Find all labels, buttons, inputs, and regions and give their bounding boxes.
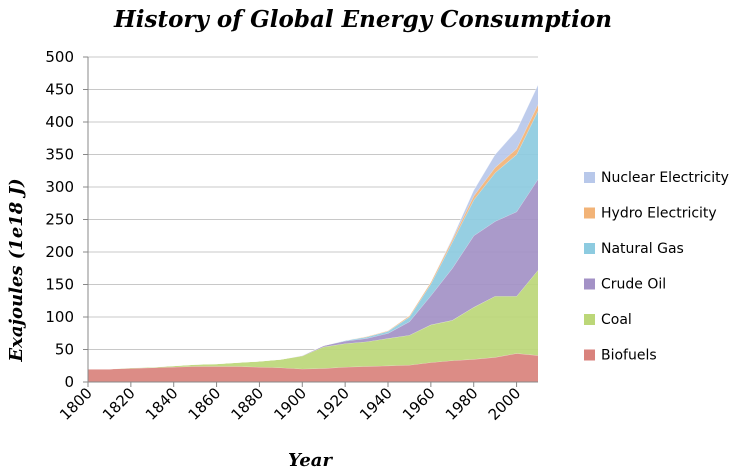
area-edge	[88, 84, 539, 370]
y-tick-label: 250	[45, 211, 74, 229]
legend-label: Nuclear Electricity	[601, 170, 729, 186]
y-tick-label: 100	[45, 308, 74, 326]
x-tick-label: 1840	[142, 384, 182, 424]
x-tick-label: 1860	[185, 384, 225, 424]
x-tick-label: 2000	[485, 384, 525, 424]
x-tick-label: 1900	[270, 384, 310, 424]
legend-label: Biofuels	[601, 348, 657, 364]
legend-item: Biofuels	[584, 348, 657, 364]
y-tick-labels: 0 50 100 150 200 250 300 350 400 450 500	[45, 48, 74, 391]
y-tick-label: 450	[45, 81, 74, 99]
legend-item: Hydro Electricity	[584, 206, 717, 222]
area-biofuels	[88, 353, 538, 382]
x-tick-labels: 1800 1820 1840 1860 1880 1900 1920 1940 1960 1980…	[56, 384, 524, 424]
stacked-areas	[88, 84, 539, 382]
y-tick-label: 350	[45, 146, 74, 164]
x-tick-label: 1920	[313, 384, 353, 424]
x-tick-label: 1800	[56, 384, 96, 424]
legend-swatch	[584, 207, 595, 219]
x-tick-label: 1820	[99, 384, 139, 424]
y-tick-label: 50	[55, 341, 74, 359]
legend-label: Coal	[601, 312, 632, 328]
axes	[83, 56, 538, 387]
legend-label: Natural Gas	[601, 241, 684, 257]
legend-label: Hydro Electricity	[601, 206, 717, 222]
legend-item: Coal	[584, 312, 632, 328]
y-tick-label: 300	[45, 178, 74, 196]
y-tick-label: 0	[64, 373, 74, 391]
y-tick-label: 200	[45, 243, 74, 261]
area-coal	[88, 270, 538, 369]
y-tick-label: 150	[45, 276, 74, 294]
legend-swatch	[584, 243, 595, 254]
y-tick-label: 400	[45, 113, 74, 131]
x-tick-label: 1980	[442, 384, 482, 424]
legend-item: Nuclear Electricity	[584, 170, 729, 186]
y-axis-title: Exajoules (1e18 J)	[6, 178, 27, 362]
legend-item: Crude Oil	[584, 277, 666, 293]
legend: Nuclear Electricity Hydro Electricity Natu…	[584, 170, 729, 364]
area-crude-oil	[88, 179, 538, 369]
legend-swatch	[584, 172, 595, 183]
x-axis-title: Year	[288, 450, 333, 471]
y-tick-label: 500	[45, 48, 74, 66]
x-tick-label: 1940	[356, 384, 396, 424]
legend-swatch	[584, 314, 595, 325]
chart-title: History of Global Energy Consumption	[113, 6, 612, 33]
legend-item: Natural Gas	[584, 241, 684, 257]
legend-swatch	[584, 278, 595, 290]
legend-swatch	[584, 349, 595, 361]
legend-label: Crude Oil	[601, 277, 666, 293]
x-tick-label: 1880	[228, 384, 268, 424]
x-tick-label: 1960	[399, 384, 439, 424]
gridlines	[88, 56, 538, 350]
